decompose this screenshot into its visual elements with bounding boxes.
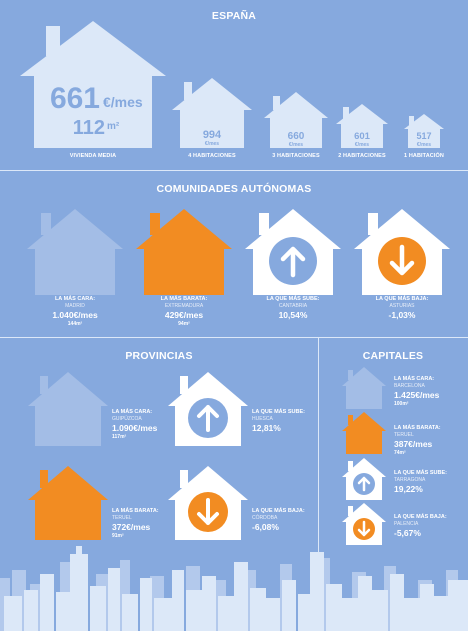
provincia-barata-title: LA MÁS BARATA: (112, 508, 159, 514)
capital-barata-place: TERUEL (394, 432, 414, 439)
provincia-sube-value: 12,81% (252, 422, 281, 433)
capital-baja-title: LA QUE MÁS BAJA: (394, 514, 447, 520)
capital-sube-value: 19,22% (394, 483, 423, 494)
house-arrow-down-icon (354, 209, 450, 295)
city-skyline (0, 546, 468, 631)
provincia-baja-place: CÓRDOBA (252, 515, 278, 522)
house-arrow-up-icon (245, 209, 341, 295)
house-cheapest-icon (136, 209, 232, 295)
comunidad-barata-place: EXTREMADURA (164, 303, 204, 310)
rooms-2-unit: €/mes (354, 142, 370, 148)
provincia-baja: LA QUE MÁS BAJA: CÓRDOBA -6,08% (252, 508, 318, 533)
comunidad-baja-value: -1,03% (388, 309, 416, 320)
rooms-1-unit: €/mes (416, 142, 432, 148)
provincia-sube-place: HUESCA (252, 416, 273, 423)
comunidad-cara: LA MÁS CARA: MADRID 1.040€/mes 144m² (25, 296, 125, 327)
capital-baja: LA QUE MÁS BAJA: PALENCIA -5,67% (394, 514, 466, 539)
comunidad-cara-place: MADRID (65, 303, 85, 310)
capital-baja-value: -5,67% (394, 527, 421, 538)
rooms-1-value: 517 (416, 131, 432, 141)
house-prov-arrow-down-icon (168, 466, 248, 540)
comunidad-baja-title: LA QUE MÁS BAJA: (375, 296, 429, 302)
provincia-cara-value: 1.090€/mes (112, 422, 158, 433)
provincia-baja-value: -6,08% (252, 521, 279, 532)
comunidad-sube-title: LA QUE MÁS SUBE: (266, 296, 320, 302)
divider-vertical (318, 337, 319, 553)
comunidad-barata-area: 94m² (178, 320, 190, 327)
rooms-4-value: 994 (202, 129, 222, 141)
house-cap-expensive-icon (342, 367, 386, 409)
capital-barata-title: LA MÁS BARATA: (394, 425, 441, 431)
capital-cara-place: BARCELONA (394, 383, 425, 390)
house-cap-arrow-up-icon (342, 458, 386, 500)
capital-cara-value: 1.425€/mes (394, 389, 440, 400)
comunidad-sube-place: CANTABRIA (278, 303, 308, 310)
provincia-sube: LA QUE MÁS SUBE: HUESCA 12,81% (252, 409, 318, 434)
provincia-barata-area: 91m² (112, 532, 124, 539)
capital-barata-value: 387€/mes (394, 438, 433, 449)
provincia-cara-area: 117m² (112, 433, 127, 440)
section-title-capitales: CAPITALES (362, 350, 424, 362)
comunidad-sube: LA QUE MÁS SUBE: CANTABRIA 10,54% (243, 296, 343, 321)
house-prov-cheapest-icon (28, 466, 108, 540)
main-area-unit: m² (107, 121, 120, 132)
divider (0, 170, 468, 171)
comunidad-cara-area: 144m² (67, 320, 83, 327)
provincia-barata-value: 372€/mes (112, 521, 151, 532)
capital-cara: LA MÁS CARA: BARCELONA 1.425€/mes 100m² (394, 376, 466, 407)
house-prov-expensive-icon (28, 372, 108, 446)
comunidad-barata-value: 429€/mes (164, 309, 204, 320)
house-cap-cheapest-icon (342, 412, 386, 454)
capital-sube: LA QUE MÁS SUBE: TARRAGONA 19,22% (394, 470, 466, 495)
main-price: 661 (49, 82, 100, 115)
divider (0, 337, 468, 338)
capital-barata: LA MÁS BARATA: TERUEL 387€/mes 74m² (394, 425, 466, 456)
comunidad-cara-value: 1.040€/mes (52, 309, 98, 320)
comunidad-cara-title: LA MÁS CARA: (54, 296, 96, 302)
provincia-sube-title: LA QUE MÁS SUBE: (252, 409, 305, 415)
provincia-cara: LA MÁS CARA: GUIPÚZCOA 1.090€/mes 117m² (112, 409, 182, 440)
rooms-2-value: 601 (354, 131, 370, 142)
provincia-baja-title: LA QUE MÁS BAJA: (252, 508, 305, 514)
rooms-3-value: 660 (287, 131, 305, 142)
main-house-icon (20, 21, 166, 148)
comunidad-baja-place: ASTURIAS (389, 303, 415, 310)
rooms-1-label: 1 HABITACIÓN (404, 153, 444, 159)
house-3-rooms-icon (264, 92, 328, 148)
house-cap-arrow-down-icon (342, 503, 386, 545)
comunidad-barata: LA MÁS BARATA: EXTREMADURA 429€/mes 94m² (134, 296, 234, 327)
rooms-4-label: 4 HABITACIONES (188, 153, 236, 159)
main-label: VIVIENDA MEDIA (69, 153, 117, 159)
comunidad-sube-value: 10,54% (278, 309, 308, 320)
rooms-2-label: 2 HABITACIONES (338, 153, 386, 159)
section-title-provincias: PROVINCIAS (125, 350, 193, 362)
rooms-4-unit: €/mes (204, 141, 220, 147)
rooms-3-label: 3 HABITACIONES (272, 153, 320, 159)
house-expensive-icon (27, 209, 123, 295)
capital-barata-area: 74m² (394, 449, 406, 456)
house-4-rooms-icon (172, 78, 252, 148)
capital-cara-title: LA MÁS CARA: (394, 376, 435, 382)
house-1-room-icon (404, 114, 444, 148)
house-prov-arrow-up-icon (168, 372, 248, 446)
section-title-comunidades: COMUNIDADES AUTÓNOMAS (156, 183, 312, 195)
main-area: 112 (72, 117, 105, 139)
capital-cara-area: 100m² (394, 400, 409, 407)
house-2-rooms-icon (336, 104, 388, 148)
provincia-cara-place: GUIPÚZCOA (112, 416, 142, 423)
provincia-barata-place: TERUEL (112, 515, 132, 522)
capital-baja-place: PALENCIA (394, 521, 419, 528)
section-title-espana: ESPAÑA (211, 10, 257, 22)
capital-sube-title: LA QUE MÁS SUBE: (394, 470, 447, 476)
capital-sube-place: TARRAGONA (394, 477, 426, 484)
comunidad-barata-title: LA MÁS BARATA: (160, 296, 208, 302)
rooms-3-unit: €/mes (288, 142, 304, 148)
provincia-barata: LA MÁS BARATA: TERUEL 372€/mes 91m² (112, 508, 182, 539)
comunidad-baja: LA QUE MÁS BAJA: ASTURIAS -1,03% (352, 296, 452, 321)
provincia-cara-title: LA MÁS CARA: (112, 409, 153, 415)
main-price-unit: €/mes (103, 94, 143, 110)
